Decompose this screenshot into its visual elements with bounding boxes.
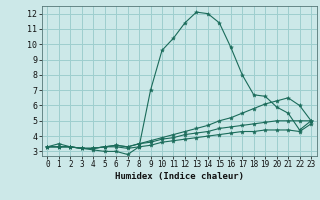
X-axis label: Humidex (Indice chaleur): Humidex (Indice chaleur) [115, 172, 244, 181]
